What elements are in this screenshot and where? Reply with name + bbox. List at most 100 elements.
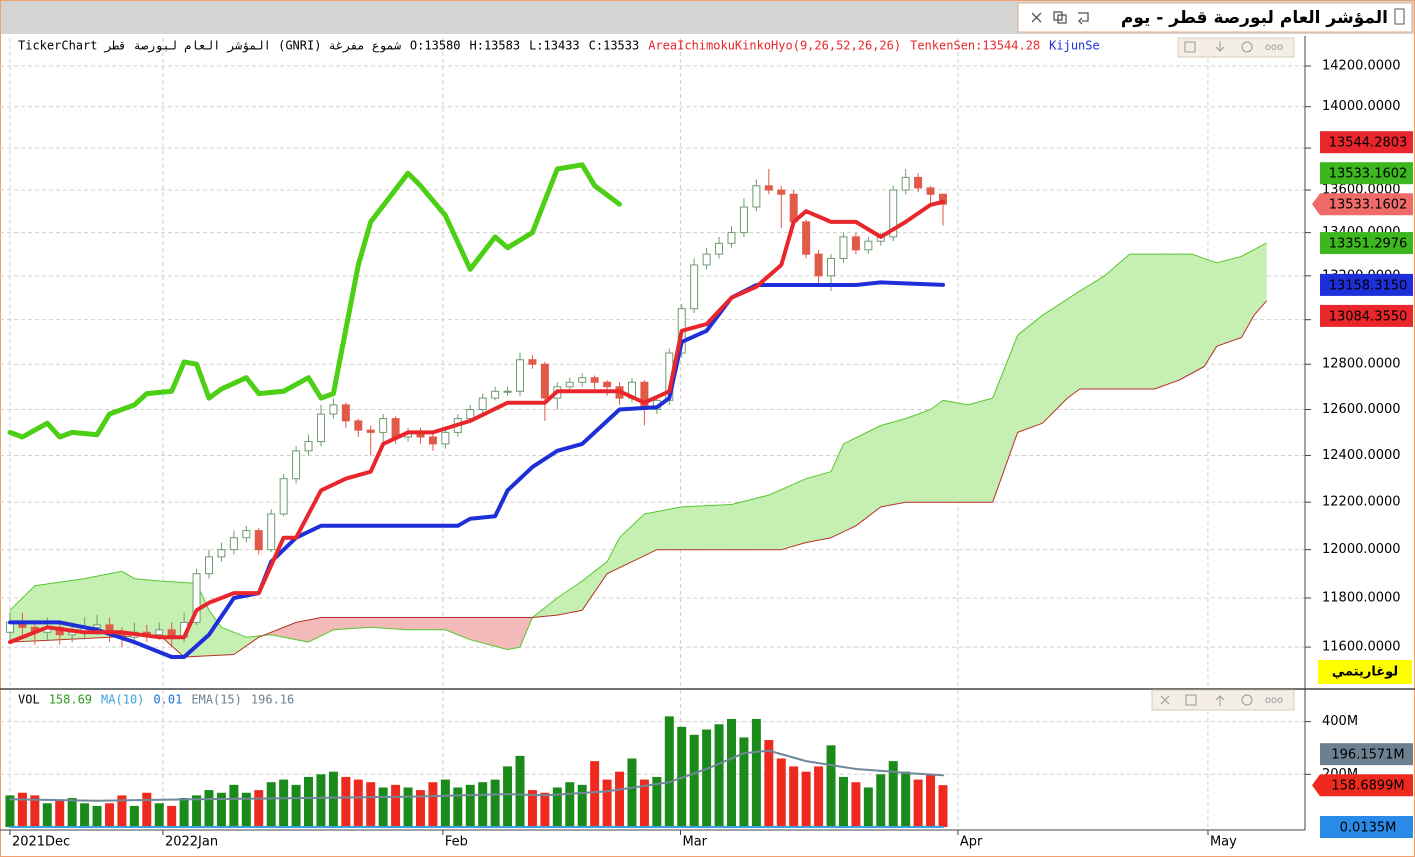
cloud-fill <box>706 505 714 550</box>
cloud-fill <box>1241 252 1249 339</box>
cloud-fill <box>1172 253 1180 383</box>
cloud-fill <box>1085 282 1093 390</box>
volume-bar <box>639 779 649 827</box>
candle-body <box>690 264 699 310</box>
volume-bar <box>515 755 525 827</box>
price-tag-label: 13533.1602 <box>1329 198 1408 213</box>
candle-body <box>229 537 238 551</box>
indicator-line <box>7 162 622 440</box>
cloud-fill <box>961 403 969 503</box>
checkbox[interactable] <box>1394 8 1405 25</box>
close-button[interactable] <box>1031 12 1042 23</box>
cloud-fill <box>115 570 123 638</box>
candle-body <box>428 436 437 445</box>
volume-bar <box>241 792 251 827</box>
volume-bar <box>590 761 600 827</box>
cloud-fill <box>345 617 353 630</box>
candle-body <box>839 236 848 259</box>
scale-mode-box[interactable] <box>1318 660 1412 684</box>
indicator-line <box>9 749 944 802</box>
cloud-fill <box>395 617 403 630</box>
cloud-fill <box>1185 253 1193 378</box>
cloud-fill <box>308 618 316 643</box>
cloud-fill <box>1073 290 1081 395</box>
candle-body <box>242 530 251 539</box>
volume-bar <box>391 784 401 827</box>
y-tick-label: 12000.0000 <box>1322 542 1401 557</box>
window-buttons[interactable] <box>1031 11 1089 25</box>
cloud-fill <box>339 617 347 630</box>
price-tag-label: 13084.3550 <box>1329 309 1408 324</box>
candle-body <box>93 624 102 628</box>
scale-mode-label[interactable]: لوغاريتمي <box>1332 665 1398 680</box>
cloud-fill <box>1079 286 1087 390</box>
candle-body <box>802 221 811 255</box>
volume-bar <box>5 795 15 827</box>
candle-body <box>379 418 388 433</box>
volume-bar <box>129 805 139 827</box>
x-tick-label: 2022Jan <box>165 835 218 850</box>
indicator-line <box>8 199 945 645</box>
candle-body <box>528 359 537 365</box>
cloud-fill <box>812 474 819 542</box>
volume-bar <box>366 782 376 827</box>
info-text: O:13580 <box>410 39 461 53</box>
cloud-fill <box>1054 302 1062 412</box>
cloud-fill <box>469 617 477 642</box>
candle-body <box>217 549 226 558</box>
candle-body <box>354 420 363 431</box>
info-text: TenkenSen:13544.28 <box>910 39 1040 53</box>
volume-bar <box>577 784 587 827</box>
candle-body <box>926 187 935 195</box>
cloud-fill <box>457 617 465 638</box>
candle-body <box>491 390 500 399</box>
cloud-fill <box>494 617 502 649</box>
cloud-fill <box>127 574 135 637</box>
cloud-fill <box>1104 269 1112 390</box>
volume-bar <box>30 795 40 827</box>
cloud-fill <box>1203 258 1211 368</box>
cloud-fill <box>382 617 390 629</box>
cloud-fill <box>986 397 994 503</box>
cloud-fill <box>413 617 421 631</box>
x-tick-label: Feb <box>445 835 468 850</box>
cloud-fill <box>1160 253 1168 388</box>
cloud-fill <box>718 504 726 550</box>
indicator-line <box>8 280 945 659</box>
cloud-fill <box>905 415 913 503</box>
volume-bar <box>104 803 114 827</box>
candle-body <box>864 240 873 251</box>
cloud-fill <box>1228 257 1236 343</box>
volume-bar <box>615 771 625 827</box>
info-text: 0.01 <box>153 693 182 707</box>
cloud-fill <box>482 617 490 646</box>
candle-body <box>329 404 338 415</box>
detach-button[interactable] <box>1078 12 1089 25</box>
candle-body <box>938 193 947 205</box>
price-tags: 13544.2803 13533.1602 13533.1602 13351.2976… <box>1312 131 1413 838</box>
volume-bar <box>888 761 898 827</box>
price-tag <box>1320 232 1413 255</box>
cloud-fill <box>1091 279 1099 390</box>
cloud-fill <box>1029 319 1037 429</box>
candle-body <box>590 377 599 383</box>
cloud-fill <box>861 431 869 522</box>
cloud-fill <box>768 491 776 550</box>
cloud-fill <box>1166 253 1174 385</box>
volume-bar <box>179 798 189 827</box>
volume-bar <box>702 729 712 827</box>
indicator-lines <box>7 162 945 659</box>
panel-toolbar[interactable]: ooo ooo <box>1151 37 1295 711</box>
volume-bar <box>851 782 861 827</box>
cloud-fill <box>1147 253 1155 390</box>
volume-bar <box>565 782 575 827</box>
cloud-fill <box>351 617 359 629</box>
volume-bar <box>254 790 264 827</box>
volume-bar <box>192 795 202 827</box>
info-text: KijunSe <box>1049 39 1100 53</box>
volume-bar <box>117 795 127 827</box>
cloud-fill <box>1035 314 1043 426</box>
cloud-fill <box>438 617 446 631</box>
volume-bar <box>938 785 948 827</box>
